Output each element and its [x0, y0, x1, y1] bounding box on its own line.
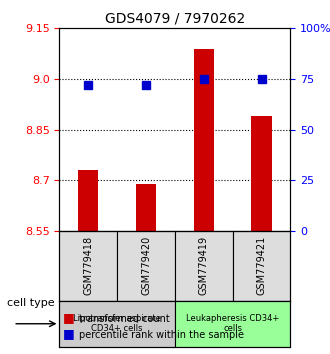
FancyBboxPatch shape — [233, 231, 290, 301]
Text: ■: ■ — [63, 327, 75, 340]
Text: transformed count: transformed count — [79, 314, 170, 324]
Text: Leukapheresis CD34+
cells: Leukapheresis CD34+ cells — [186, 314, 279, 333]
Text: Lipotransfer aspirate
CD34+ cells: Lipotransfer aspirate CD34+ cells — [73, 314, 161, 333]
Text: ■: ■ — [63, 311, 75, 324]
Bar — [136, 184, 156, 231]
FancyBboxPatch shape — [175, 301, 290, 347]
Text: GSM779420: GSM779420 — [141, 236, 151, 296]
Text: GSM779419: GSM779419 — [199, 236, 209, 295]
Bar — [251, 116, 272, 231]
Text: GSM779421: GSM779421 — [256, 236, 267, 296]
Bar — [78, 170, 98, 231]
FancyBboxPatch shape — [175, 231, 233, 301]
Text: GSM779418: GSM779418 — [83, 236, 93, 295]
Title: GDS4079 / 7970262: GDS4079 / 7970262 — [105, 12, 245, 26]
FancyBboxPatch shape — [117, 231, 175, 301]
FancyBboxPatch shape — [59, 231, 117, 301]
FancyBboxPatch shape — [59, 301, 175, 347]
Text: percentile rank within the sample: percentile rank within the sample — [79, 330, 244, 340]
Text: cell type: cell type — [7, 298, 54, 308]
Bar — [194, 48, 214, 231]
